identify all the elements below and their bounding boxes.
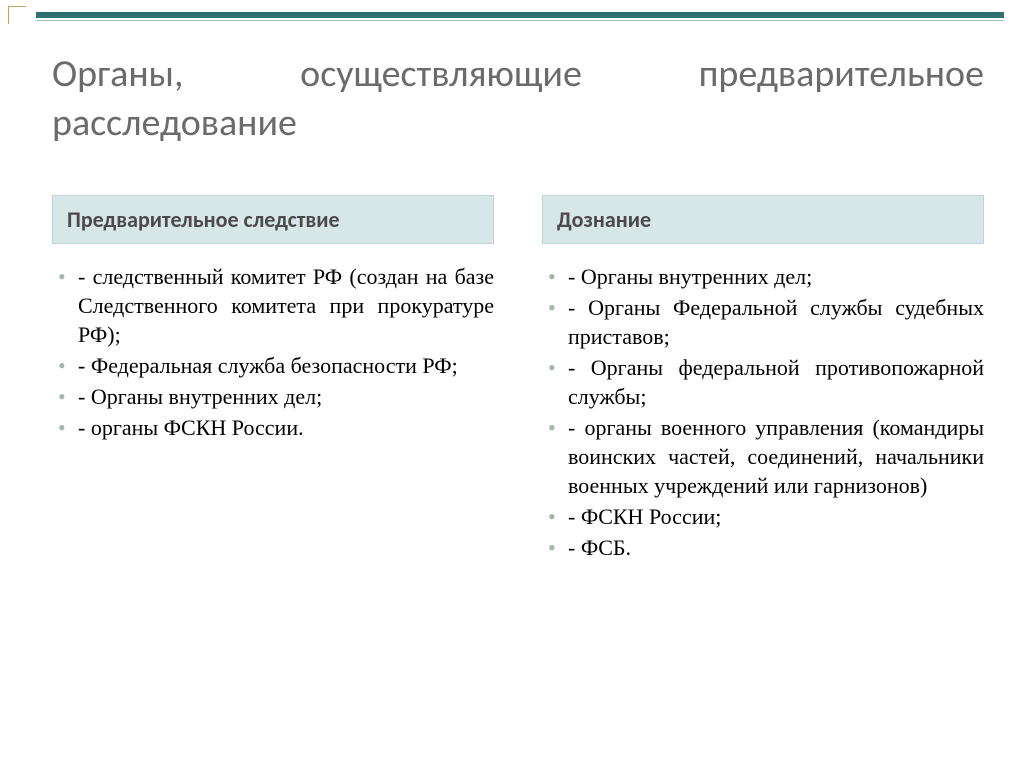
list-item: - Федеральная служба безопасности РФ; — [52, 351, 494, 380]
content-columns: Предварительное следствие - следственный… — [52, 195, 984, 747]
list-item: - органы военного управления (командиры … — [542, 413, 984, 500]
list-item: - органы ФСКН России. — [52, 413, 494, 442]
placeholder-corner — [8, 6, 28, 42]
list-item: - Органы Федеральной службы судебных при… — [542, 293, 984, 351]
list-item: - Органы внутренних дел; — [52, 382, 494, 411]
list-item: - Органы федеральной противопожарной слу… — [542, 353, 984, 411]
slide: Органы, осуществляющие предварительное р… — [0, 0, 1024, 767]
top-accent-rule — [36, 12, 1004, 24]
list-item: - ФСКН России; — [542, 502, 984, 531]
list-item: - следственный комитет РФ (создан на баз… — [52, 262, 494, 349]
right-column: Дознание - Органы внутренних дел; - Орга… — [542, 195, 984, 747]
slide-title: Органы, осуществляющие предварительное р… — [52, 50, 984, 147]
right-list: - Органы внутренних дел; - Органы Федера… — [542, 262, 984, 562]
list-item: - Органы внутренних дел; — [542, 262, 984, 291]
list-item: - ФСБ. — [542, 533, 984, 562]
left-column: Предварительное следствие - следственный… — [52, 195, 494, 747]
left-list: - следственный комитет РФ (создан на баз… — [52, 262, 494, 442]
right-column-header: Дознание — [542, 195, 984, 244]
left-column-header: Предварительное следствие — [52, 195, 494, 244]
